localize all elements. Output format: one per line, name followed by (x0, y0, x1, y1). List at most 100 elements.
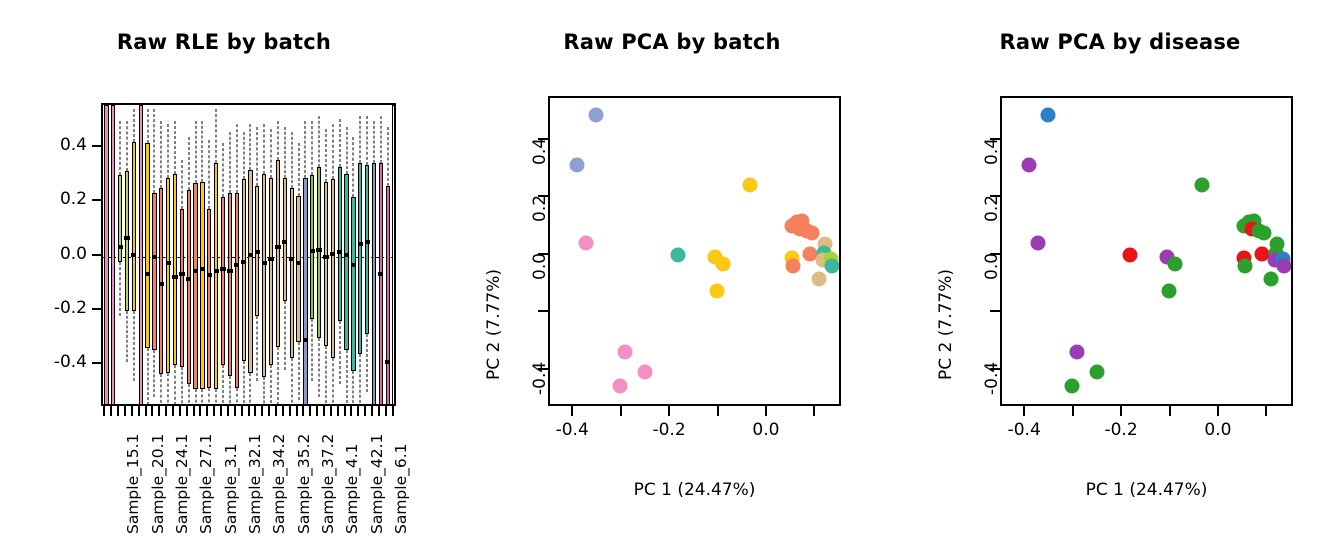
rle-x-tick (206, 406, 209, 416)
rle-box-rect (351, 196, 356, 372)
pca-x-tick (571, 406, 574, 416)
rle-whisker-lower (291, 357, 293, 404)
rle-whisker-upper (222, 142, 224, 197)
pca-y-tick (990, 138, 1000, 141)
rle-box-rect (248, 169, 253, 373)
rle-box-item (371, 105, 377, 404)
pca-data-point (1194, 177, 1210, 193)
rle-box-item (172, 105, 178, 404)
rle-box-rect (316, 167, 322, 338)
pca-data-point (612, 378, 628, 394)
rle-median-line (268, 257, 274, 262)
pca-y-tick-label: 0.4 (982, 138, 1002, 166)
rle-median-line (364, 239, 370, 244)
rle-box-item (261, 105, 267, 404)
pca-y-tick (538, 367, 548, 370)
rle-median-line (144, 272, 151, 277)
rle-median-line (261, 261, 267, 266)
rle-box-item (282, 105, 288, 404)
rle-box-item (295, 105, 302, 404)
rle-whisker-lower (284, 301, 286, 371)
rle-whisker-lower (311, 318, 313, 381)
rle-box-rect (200, 182, 205, 390)
rle-x-tick (137, 406, 140, 416)
pca-data-point (569, 157, 585, 173)
rle-whisker-upper (380, 115, 382, 164)
rle-box-item (378, 105, 384, 404)
rle-median-line (295, 261, 302, 266)
rle-x-tick (288, 406, 291, 416)
rle-median-line (343, 253, 350, 258)
rle-box-rect (214, 163, 219, 390)
pca-data-point (617, 344, 633, 360)
rle-box-item (275, 105, 281, 404)
rle-box-rect (179, 209, 185, 368)
rle-whisker-upper (181, 160, 183, 210)
rle-y-tick-label: 0.2 (59, 189, 87, 210)
rle-median-line (234, 262, 240, 267)
rle-box-rect (378, 163, 383, 404)
rle-box-item (117, 105, 123, 404)
rle-median-line (172, 274, 178, 279)
pca-x-tick-label: -0.2 (1104, 420, 1138, 440)
rle-x-tick (124, 406, 126, 416)
pca-data-point (1167, 256, 1183, 272)
rle-median-line (192, 269, 199, 274)
rle-box-rect (385, 186, 390, 404)
rle-whisker-upper (195, 121, 197, 184)
rle-x-tick-label: Sample_4.1 (343, 443, 362, 534)
rle-whisker-upper (153, 109, 155, 193)
rle-whisker-upper (236, 123, 238, 193)
pca-disease-y-axis-label: PC 2 (7.77%) (936, 268, 956, 380)
pca-data-point (715, 256, 731, 272)
pca-x-tick (1216, 406, 1219, 416)
rle-box-item (364, 105, 370, 404)
rle-whisker-lower (249, 372, 251, 404)
pca-x-tick (1071, 406, 1074, 416)
rle-box-item (138, 105, 143, 404)
rle-x-tick (110, 406, 113, 416)
rle-whisker-upper (215, 109, 217, 164)
rle-whisker-upper (174, 121, 176, 174)
panel-raw-pca-by-disease: Raw PCA by disease -0.4 -0.2 0.0 0.4 0.2 0.0 -… (896, 0, 1344, 537)
rle-x-tick-label: Sample_3.1 (221, 443, 240, 534)
rle-whisker-lower (195, 389, 197, 404)
rle-y-tick-label: 0.0 (59, 243, 87, 264)
pca-y-tick (538, 310, 548, 313)
rle-whisker-upper (201, 121, 203, 183)
rle-box-item (316, 105, 322, 404)
pca-x-tick (1168, 406, 1171, 416)
rle-whisker-upper (359, 115, 361, 164)
pca-data-point (578, 235, 594, 251)
rle-x-tick (329, 406, 332, 416)
rle-box-rect (337, 167, 342, 322)
pca-data-point (670, 247, 686, 263)
rle-box-item (131, 105, 137, 404)
rle-whisker-lower (133, 310, 135, 381)
rle-box-rect (172, 173, 178, 365)
rle-box-rect (104, 105, 109, 404)
pca-x-tick-label: -0.2 (652, 420, 686, 440)
pca-data-point (1040, 107, 1056, 123)
rle-x-tick (144, 406, 147, 416)
rle-median-line (289, 257, 295, 262)
rle-y-tick (92, 307, 101, 310)
pca-y-tick (538, 252, 548, 255)
rle-box-item (104, 105, 109, 404)
rle-box-rect (145, 142, 150, 349)
rle-whisker-upper (291, 132, 293, 188)
rle-median-line (378, 272, 384, 277)
rle-whisker-lower (243, 360, 245, 404)
rle-box-rect (220, 196, 226, 365)
pca-x-tick (1023, 406, 1026, 416)
rle-whisker-lower (352, 371, 354, 404)
rle-box-item (227, 105, 233, 404)
pca-x-tick-label: -0.4 (1007, 420, 1041, 440)
pca-data-point (742, 177, 758, 193)
rle-box-rect (268, 178, 274, 365)
rle-box-rect (289, 187, 294, 358)
rle-box-item (392, 105, 394, 404)
panel-raw-rle-by-batch: Raw RLE by batch 0.4 0.2 0.0 -0.2 -0.4 Sampl… (0, 0, 448, 537)
rle-box-item (186, 105, 192, 404)
rle-box-item (192, 105, 199, 404)
